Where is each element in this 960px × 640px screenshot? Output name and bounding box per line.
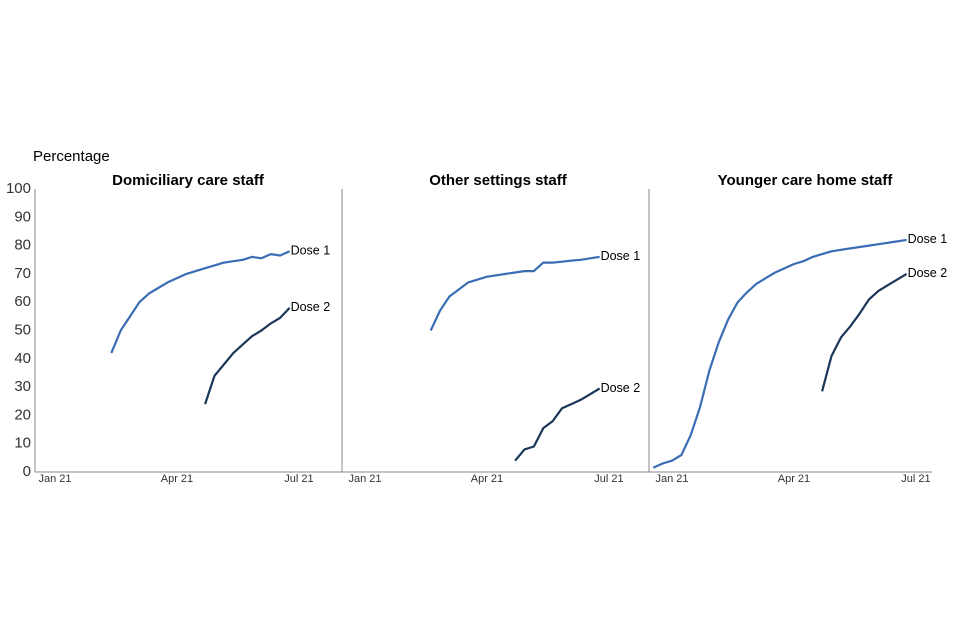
series-label: Dose 2 [601,381,641,395]
x-tick-label: Apr 21 [471,473,503,485]
x-tick-label: Jul 21 [594,473,623,485]
series-line [514,387,601,462]
series-label: Dose 1 [908,232,948,246]
y-tick-label: 50 [14,321,31,338]
x-tick-label: Jul 21 [901,473,930,485]
series-label: Dose 2 [291,300,331,314]
series-line [429,255,600,331]
series-label: Dose 1 [601,249,641,263]
series-line [204,307,291,405]
y-tick-label: 80 [14,237,31,254]
y-tick-label: 40 [14,350,31,367]
y-axis-label: Percentage [33,148,110,165]
y-tick-label: 100 [6,180,31,197]
x-tick-label: Jan 21 [38,473,71,485]
x-tick-label: Jan 21 [348,473,381,485]
series-line [821,272,908,392]
panel-title: Younger care home staff [718,172,894,189]
series-label: Dose 2 [908,266,948,280]
y-tick-label: 10 [14,435,31,452]
y-tick-label: 90 [14,208,31,225]
panel-title: Domiciliary care staff [112,172,265,189]
series-line [652,238,907,469]
y-tick-label: 20 [14,406,31,423]
x-tick-label: Apr 21 [778,473,810,485]
panel-title: Other settings staff [429,172,568,189]
series-line [110,250,291,354]
series-label: Dose 1 [291,244,331,258]
y-tick-label: 70 [14,265,31,282]
y-tick-label: 0 [23,463,31,480]
x-tick-label: Jan 21 [655,473,688,485]
y-tick-label: 60 [14,293,31,310]
y-tick-label: 30 [14,378,31,395]
x-tick-label: Jul 21 [284,473,313,485]
x-tick-label: Apr 21 [161,473,193,485]
